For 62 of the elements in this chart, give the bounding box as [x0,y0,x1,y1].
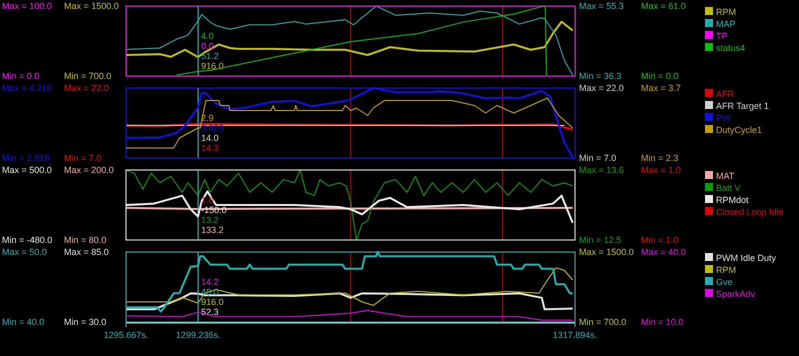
annotation: 13.2 [201,215,219,225]
annotation: 14.2 [201,277,219,287]
legend-label: PWM Idle Duty [716,253,777,263]
y-tick-label: Max = 50.0 [2,247,47,258]
x-tick-label: 1317.894s. [552,330,598,340]
y2-tick-label: Max = 40.0 [641,247,686,258]
x-tick-label: 1295.667s. [104,330,148,340]
y-tick-label: Min = 0.0 [2,71,40,82]
y2-tick-label: Min = 7.0 [579,153,616,164]
y-tick-label: Max = 22.0 [64,83,109,94]
legend-label: Gve [716,277,733,287]
y-tick-label: Min = 2.819 [2,153,50,164]
y2-tick-label: Min = 36.3 [579,71,622,82]
y-tick-label: Min = -480.0 [2,235,52,246]
legend-label: MAT [716,171,735,181]
annotation: 916.0 [201,61,224,71]
annotation: 51.2 [201,51,219,61]
y-tick-label: Max = 100.0 [2,1,52,12]
y2-tick-label: Min = 0.0 [641,71,678,82]
annotation: 133.2 [201,225,224,235]
y-tick-label: Max = 85.0 [64,247,109,258]
text: Min = 1.0 [641,235,678,246]
legend-label: RPMdot [716,195,750,205]
legend-label: status4 [716,43,746,53]
ref-line-label: 1299.236s. [176,330,220,340]
y-tick-label: Min = 40.0 [2,317,44,328]
y-tick-label: Min = 30.0 [64,317,106,328]
y2-tick-label: Min = 12.5 [579,235,622,246]
legend-label: AFR [716,89,734,99]
y2-tick-label: Max = 61.0 [641,1,686,12]
annotation: 0.0 [201,41,214,51]
y2-tick-label: Max = 3.7 [641,83,681,94]
legend-label: RPM [716,7,736,17]
annotation: 916.0 [201,297,224,307]
y2-tick-label: Max = 13.6 [579,165,624,176]
legend-label: AFR Target 1 [716,101,769,111]
y2-tick-label: Max = 55.3 [579,1,624,12]
y-tick-label: Max = 500.0 [2,165,52,176]
legend-label: RPM [716,265,736,275]
y2-tick-label: Max = 22.0 [579,83,624,94]
y-tick-label: Max = 200.0 [64,165,114,176]
y2-tick-label: Min = 10.0 [641,317,684,328]
y-tick-label: Max = 1500.0 [64,1,119,12]
legend-label: SparkAdv [716,289,756,299]
legend-label: PW [716,113,732,123]
annotation: 4.0 [201,31,214,41]
legend-label: Batt V [716,183,741,193]
y2-tick-label: Min = 700.0 [579,317,626,328]
legend-label: Closed Loop Idle [716,207,784,217]
y2-tick-label: Max = 1500.0 [579,247,634,258]
y-tick-label: Min = 7.0 [64,153,102,164]
text: Max = 1.0 [641,165,681,176]
annotation: 14.3 [201,143,219,153]
y-tick-label: Max = 4.216 [2,83,52,94]
legend-label: MAP [716,19,736,29]
legend-label: DutyCycle1 [716,125,762,135]
legend-label: TP [716,31,728,41]
y-tick-label: Min = 80.0 [64,235,106,246]
annotation: 14.0 [201,133,219,143]
y-tick-label: Min = 700.0 [64,71,112,82]
y2-tick-label: Min = 2.3 [641,153,678,164]
annotation: 3.828 [201,123,224,133]
